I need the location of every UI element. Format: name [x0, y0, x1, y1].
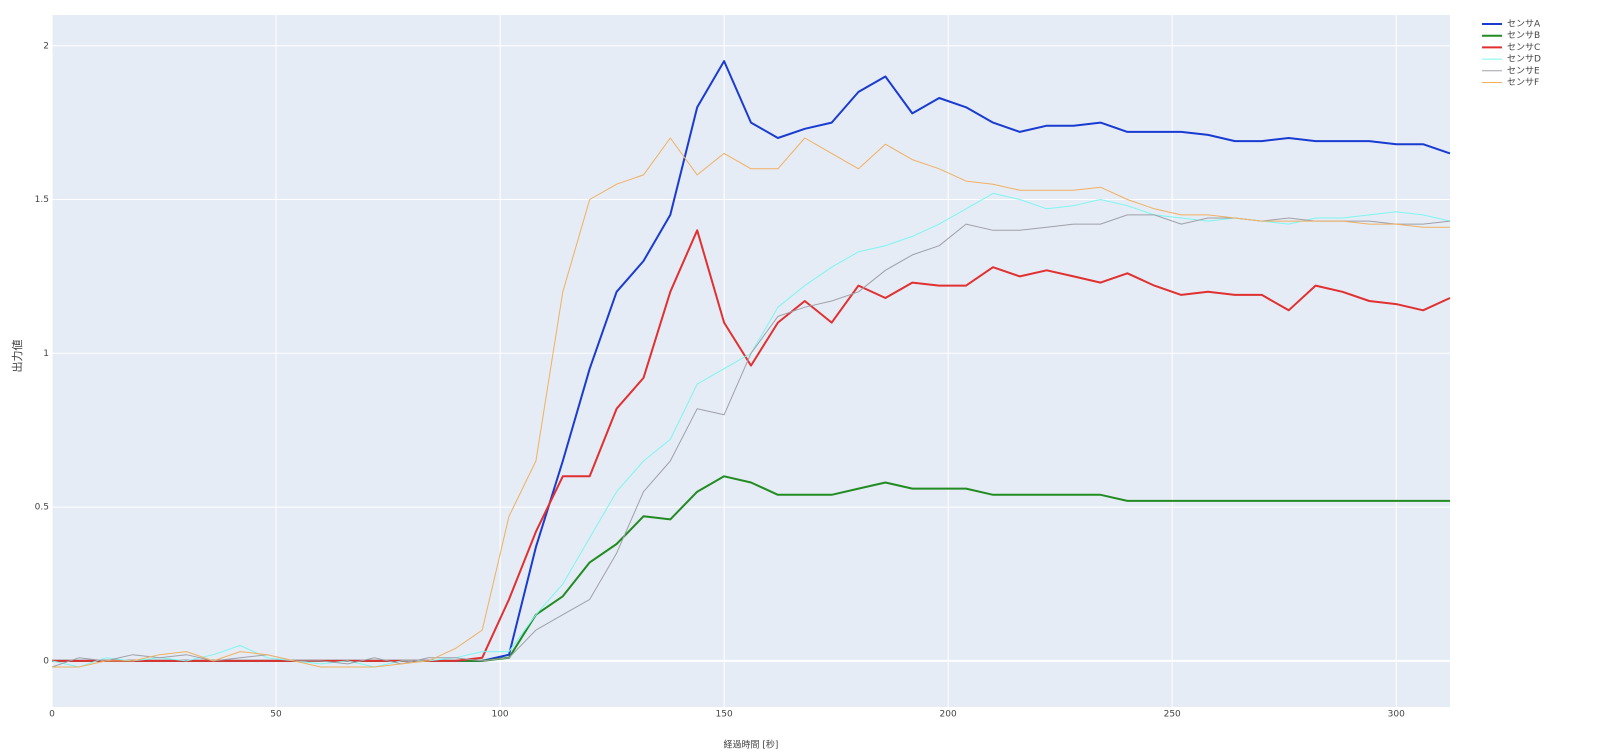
x-tick-label: 50 — [270, 710, 282, 720]
legend-label: センサE — [1507, 65, 1540, 76]
x-tick-label: 250 — [1164, 710, 1181, 720]
legend-label: センサB — [1507, 30, 1540, 41]
y-tick-label: 2 — [43, 41, 49, 51]
series-line — [52, 137, 1450, 668]
x-tick-label: 100 — [491, 710, 508, 720]
y-tick-label: 0.5 — [35, 503, 49, 513]
x-tick-label: 200 — [940, 710, 957, 720]
x-tick-label: 150 — [716, 710, 733, 720]
x-axis-title: 経過時間 [秒] — [724, 739, 779, 751]
y-axis-title: 出力値 — [10, 340, 24, 373]
legend-label: センサC — [1507, 42, 1540, 53]
y-tick-label: 1 — [43, 349, 49, 359]
x-tick-label: 300 — [1388, 710, 1405, 720]
y-tick-label: 1.5 — [35, 195, 49, 205]
x-tick-label: 0 — [49, 710, 55, 720]
y-tick-label: 0 — [43, 656, 49, 666]
series-line — [52, 229, 1451, 662]
plot-area — [52, 15, 1450, 707]
legend-label: センサD — [1507, 54, 1541, 65]
legend-label: センサF — [1507, 77, 1539, 88]
legend-label: センサA — [1507, 19, 1541, 30]
